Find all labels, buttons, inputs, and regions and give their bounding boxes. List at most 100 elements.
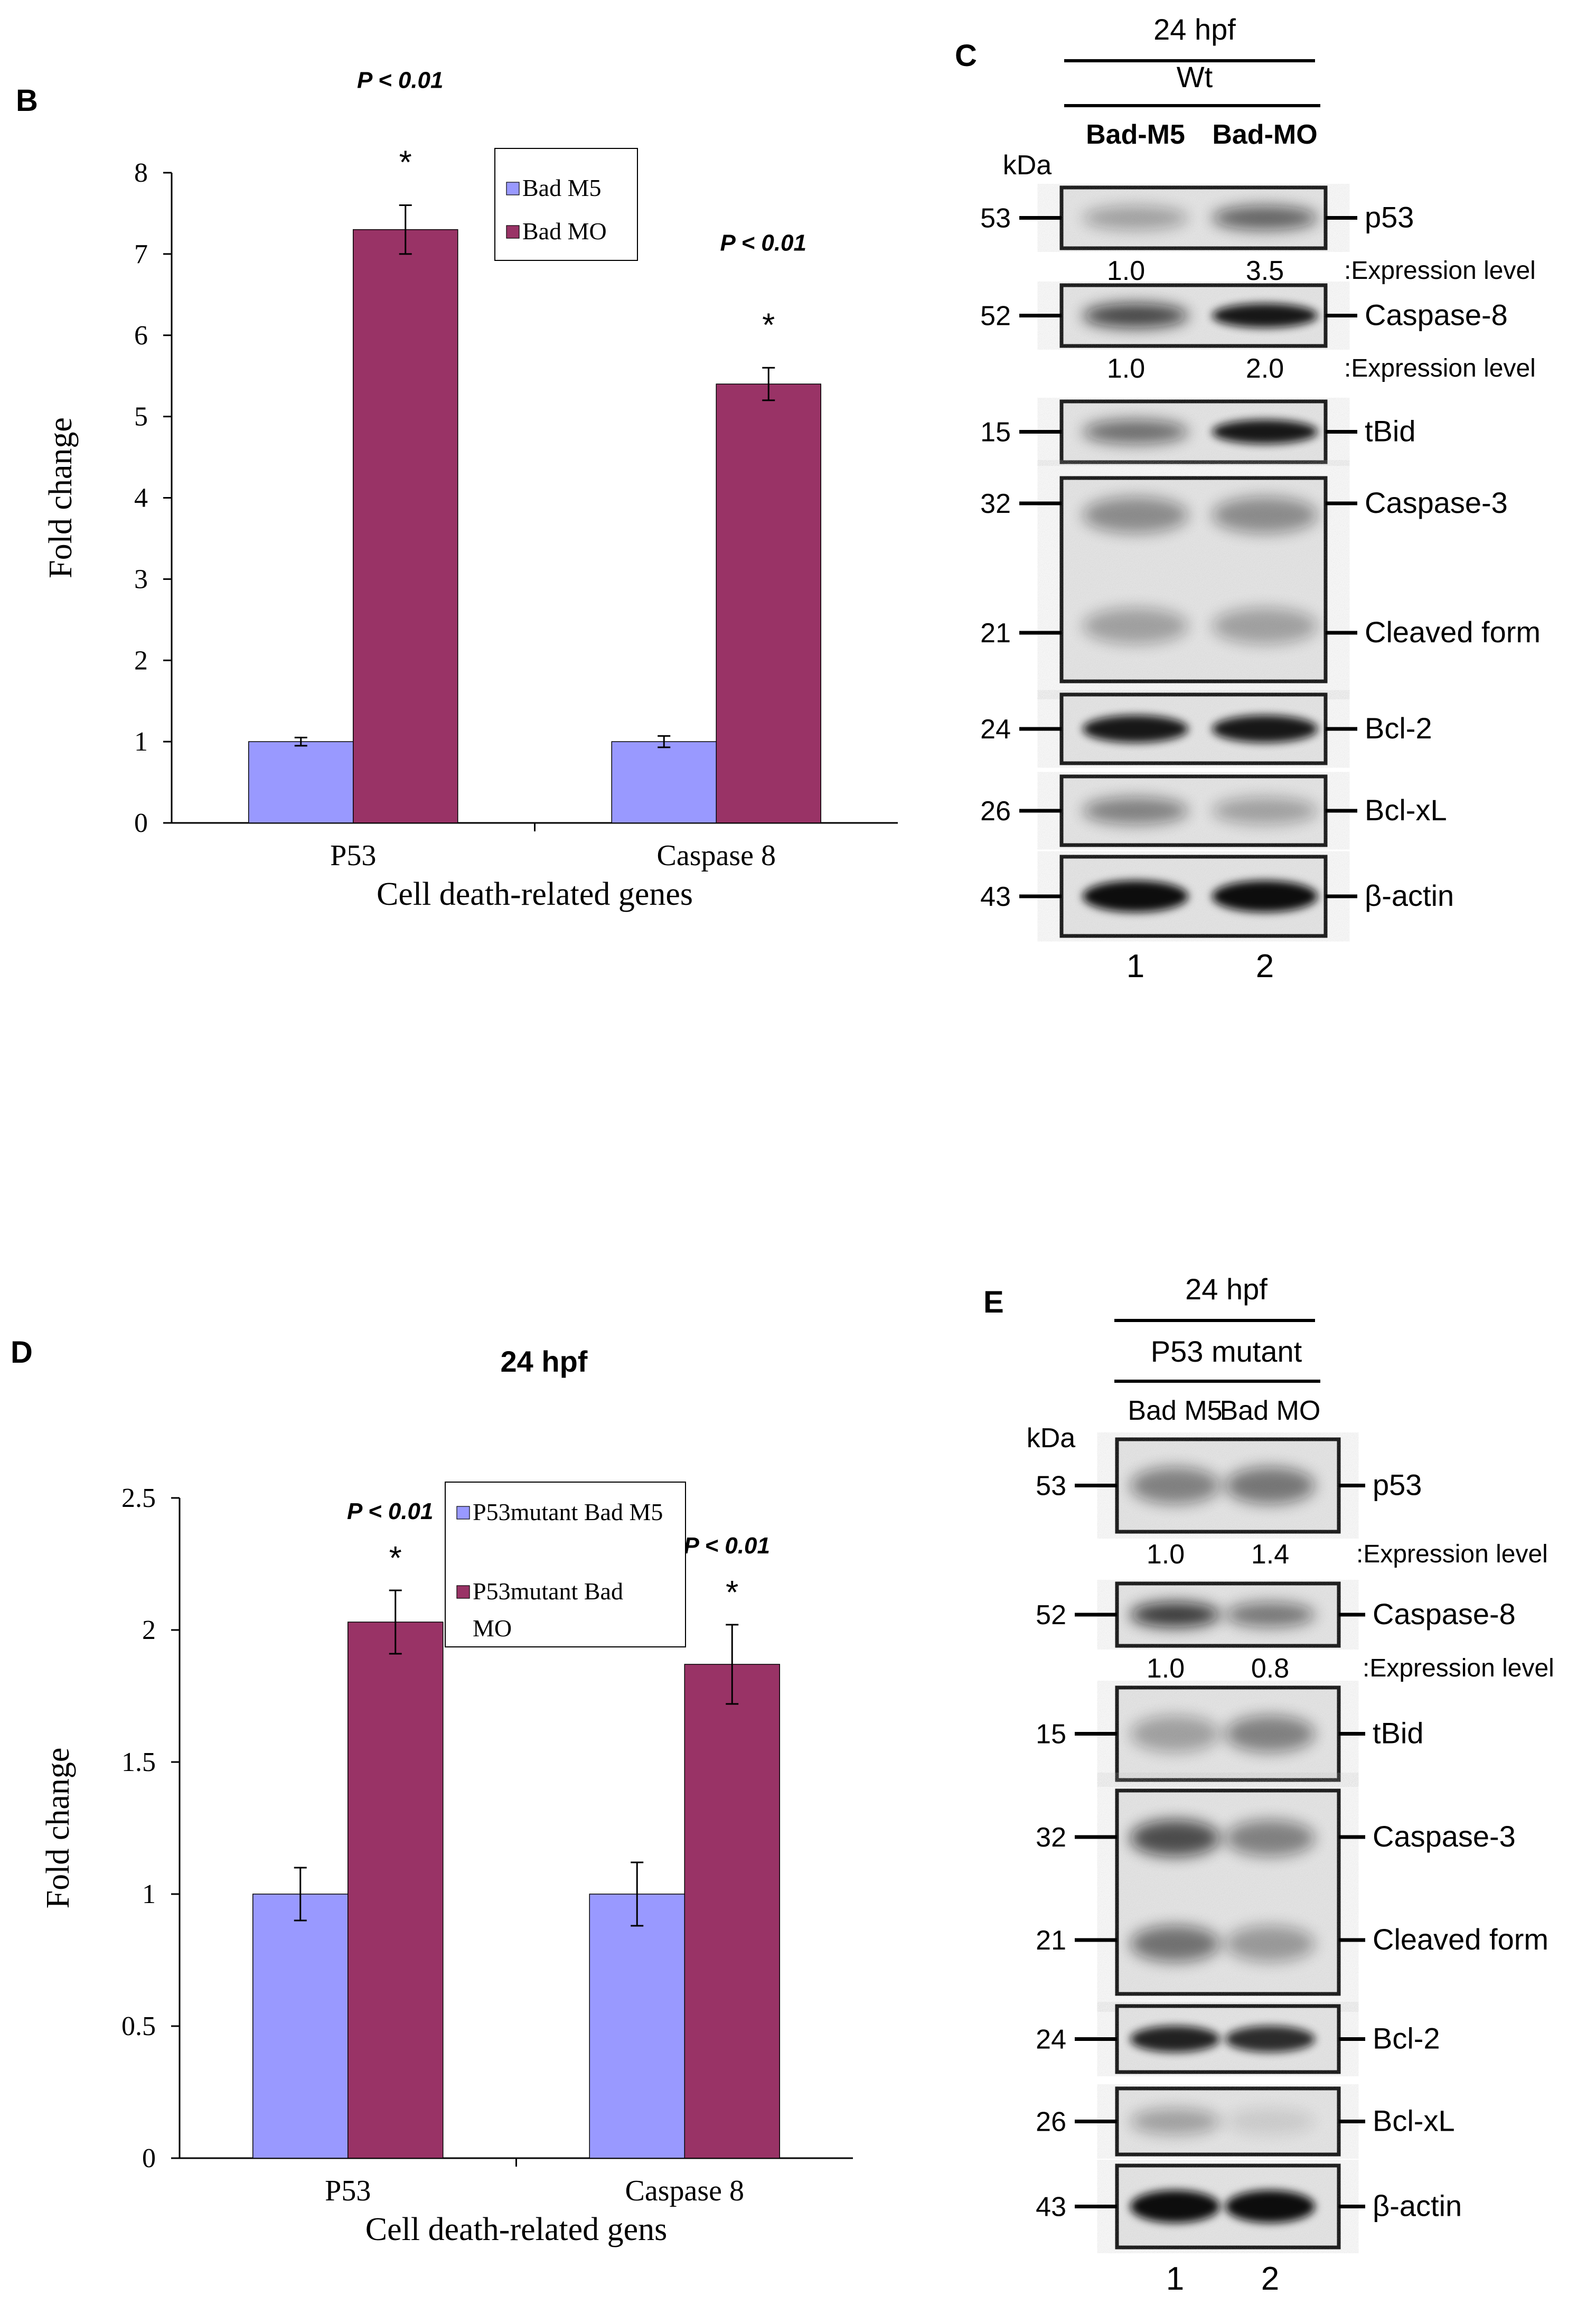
x-tick-label: P53 xyxy=(325,2175,371,2207)
protein-label: Caspase-3 xyxy=(1373,1820,1516,1853)
protein-label: Caspase-3 xyxy=(1365,486,1508,519)
bar-m5 xyxy=(589,1894,685,2159)
blot-band xyxy=(1225,1925,1315,1962)
x-tick-label: Caspase 8 xyxy=(656,839,776,872)
blot-band xyxy=(1083,607,1188,644)
y-tick-label: 0 xyxy=(142,2143,156,2173)
blot-band xyxy=(1130,1467,1220,1504)
protein-label: Bcl-xL xyxy=(1373,2104,1455,2138)
blot-group-label: P53 mutant xyxy=(1151,1335,1302,1368)
kda-marker-label: 24 xyxy=(1036,2025,1066,2055)
blot-strip xyxy=(1059,692,1328,765)
kda-marker-label: 43 xyxy=(980,882,1011,912)
blot-panel-c: 24 hpf Wt Bad-M5 Bad-MO kDa 53 p53 1.0 3.5:Expre… xyxy=(980,13,1541,985)
p-value-label: P < 0.01 xyxy=(720,230,807,256)
kda-marker-label: 21 xyxy=(1036,1925,1066,1956)
blot-band xyxy=(1083,715,1188,743)
significance-star: * xyxy=(399,145,412,181)
expression-value: 3.5 xyxy=(1246,256,1284,286)
kda-marker-label: 24 xyxy=(980,714,1011,745)
kda-marker-label: 53 xyxy=(1036,1471,1066,1502)
protein-label: Bcl-xL xyxy=(1365,793,1447,827)
bar-m5 xyxy=(252,1894,349,2159)
bar-mo xyxy=(684,1664,780,2159)
blot-band xyxy=(1083,205,1188,230)
protein-label: Cleaved form xyxy=(1373,1923,1548,1956)
protein-label: Caspase-8 xyxy=(1373,1597,1516,1631)
blot-band xyxy=(1225,1715,1315,1753)
blot-time-label: 24 hpf xyxy=(1185,1272,1268,1306)
expression-level-label: :Expression level xyxy=(1344,354,1536,382)
blot-strip xyxy=(1059,774,1328,847)
kda-marker-label: 43 xyxy=(1036,2192,1066,2223)
lane-label: Bad M5 xyxy=(1128,1395,1222,1426)
kda-label: kDa xyxy=(1027,1423,1076,1454)
lane-label: Bad-MO xyxy=(1212,119,1317,150)
blot-band xyxy=(1225,1467,1315,1504)
lane-number: 1 xyxy=(1126,948,1144,985)
y-axis-title: Fold change xyxy=(43,417,79,578)
y-tick-label: 5 xyxy=(134,402,148,432)
legend-label: Bad MO xyxy=(522,218,607,245)
bar-mo xyxy=(353,229,458,823)
y-tick-label: 6 xyxy=(134,321,148,351)
blot-strip xyxy=(1115,2004,1341,2074)
blot-band xyxy=(1212,607,1318,644)
legend-box xyxy=(494,148,638,261)
blot-strip xyxy=(1115,1581,1341,1648)
kda-marker-label: 21 xyxy=(980,618,1011,649)
blot-band xyxy=(1130,2108,1220,2135)
blot-strip xyxy=(1115,1788,1341,1996)
legend-swatch-m5 xyxy=(506,182,520,195)
bar-mo xyxy=(716,383,821,823)
p-value-label: P < 0.01 xyxy=(347,1498,434,1524)
panel-letter-d: D xyxy=(11,1335,33,1370)
significance-star: * xyxy=(389,1540,402,1577)
blot-band xyxy=(1225,1820,1315,1857)
blot-strip xyxy=(1059,185,1328,250)
lane-number: 1 xyxy=(1166,2261,1184,2297)
x-tick-label: P53 xyxy=(330,839,376,872)
expression-value: 1.0 xyxy=(1147,1653,1185,1684)
p-value-label: P < 0.01 xyxy=(357,68,444,93)
bar-mo xyxy=(348,1622,444,2159)
kda-marker-label: 32 xyxy=(980,489,1011,519)
expression-value: 1.0 xyxy=(1107,256,1145,286)
lane-number: 2 xyxy=(1261,2261,1279,2297)
kda-label: kDa xyxy=(1003,150,1052,181)
bar-m5 xyxy=(248,741,354,823)
blot-strip xyxy=(1115,1437,1341,1534)
y-tick-label: 1.5 xyxy=(121,1747,156,1777)
y-tick-label: 8 xyxy=(134,158,148,188)
protein-label: Cleaved form xyxy=(1365,615,1541,649)
kda-marker-label: 53 xyxy=(980,203,1011,234)
expression-level-label: :Expression level xyxy=(1356,1540,1548,1568)
x-tick-label: Caspase 8 xyxy=(625,2175,744,2207)
blot-band xyxy=(1225,2190,1315,2223)
blot-band xyxy=(1212,880,1318,912)
protein-label: p53 xyxy=(1373,1468,1422,1502)
chart-panel-d: 0 0.5 1 1.5 2 2.5 P53 * P < 0.01 Caspase 8 * P < 0.… xyxy=(40,1345,853,2247)
blot-band xyxy=(1212,419,1318,444)
legend-swatch-mo xyxy=(456,1585,470,1599)
legend-label-line: P53mutant Bad xyxy=(473,1578,623,1605)
significance-star: * xyxy=(762,307,775,343)
blot-strip xyxy=(1115,2086,1341,2157)
kda-marker-label: 26 xyxy=(980,796,1011,827)
blot-band xyxy=(1212,797,1318,824)
blot-band xyxy=(1083,880,1188,912)
protein-label: β-actin xyxy=(1365,879,1454,912)
blot-band xyxy=(1130,1925,1220,1962)
kda-marker-label: 15 xyxy=(1036,1719,1066,1750)
kda-marker-label: 26 xyxy=(1036,2107,1066,2138)
bar-m5 xyxy=(611,741,717,823)
y-tick-label: 2 xyxy=(142,1615,156,1645)
p-value-label: P < 0.01 xyxy=(684,1533,771,1559)
blot-band xyxy=(1212,496,1318,533)
legend-label: P53mutant Bad M5 xyxy=(473,1498,663,1525)
blot-band xyxy=(1083,496,1188,533)
legend-label: Bad M5 xyxy=(522,174,602,201)
expression-value: 1.4 xyxy=(1251,1539,1289,1570)
y-axis-title: Fold change xyxy=(40,1748,76,1909)
